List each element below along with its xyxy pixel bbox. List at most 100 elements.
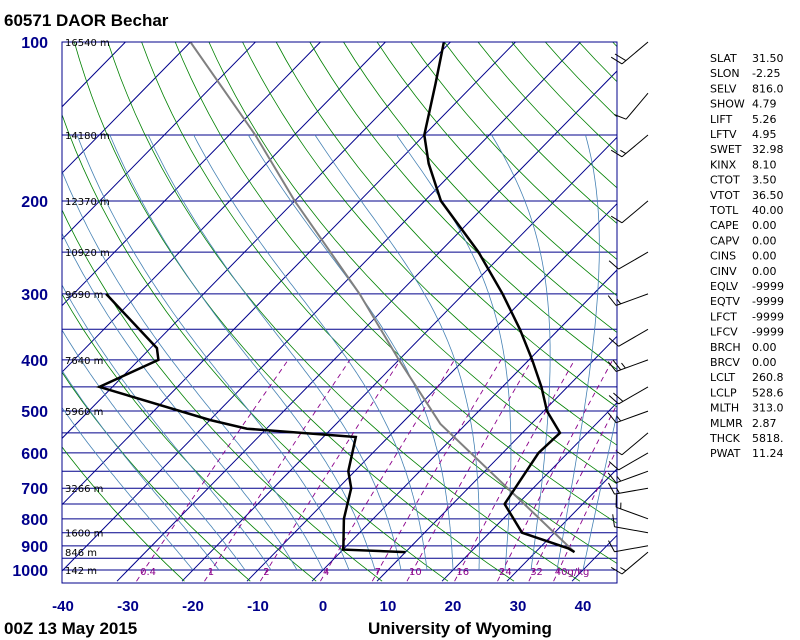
axis-labels: 0.4 1 2 4 7 10 16 24 32 40g/kg1002003004005006007…: [12, 35, 591, 615]
pressure-tick-label: 500: [21, 404, 48, 421]
isotherm: [62, 42, 516, 506]
wind-barb: [608, 540, 649, 553]
dry-adiabat: [477, 42, 617, 189]
height-label: 846 m: [65, 548, 97, 559]
mixing-ratio-line: [528, 403, 617, 582]
height-label: 10920 m: [65, 248, 110, 259]
mixing-ratio-line: [371, 359, 502, 582]
source-credit: University of Wyoming: [368, 619, 552, 638]
index-value: 11.24: [752, 447, 784, 460]
index-key: CAPE: [710, 219, 739, 232]
index-value: 0.00: [752, 219, 777, 232]
mixing-ratio-label: 4: [323, 567, 329, 578]
moist-adiabat: [62, 284, 272, 571]
index-value: -9999: [752, 310, 784, 323]
pressure-tick-label: 400: [21, 353, 48, 370]
moist-adiabat: [76, 134, 350, 571]
moist-adiabat: [62, 369, 220, 571]
mixing-ratio-label: 32: [530, 567, 543, 578]
dry-adiabat: [62, 446, 185, 582]
wind-barb: [615, 494, 649, 520]
index-value: 32.98: [752, 143, 784, 156]
wind-barb: [610, 134, 649, 158]
dry-adiabat: [410, 42, 617, 260]
isotherm: [62, 42, 256, 241]
wind-barb: [607, 293, 649, 306]
dry-adiabat: [62, 371, 251, 582]
wind-barb: [610, 551, 649, 575]
temperature-tick-label: -10: [247, 598, 269, 615]
height-label: 1600 m: [65, 529, 103, 540]
dry-adiabat: [107, 42, 581, 582]
sounding-curves: [95, 42, 576, 554]
wind-barb: [608, 328, 649, 347]
mixing-ratio-line: [497, 359, 614, 582]
index-key: PWAT: [710, 447, 741, 460]
index-key: CINS: [710, 250, 736, 263]
moist-adiabat: [109, 134, 376, 571]
moist-adiabat: [62, 232, 298, 571]
pressure-tick-label: 700: [21, 481, 48, 498]
moist-adiabat: [556, 134, 600, 571]
wind-barb: [608, 452, 649, 471]
index-key: MLTH: [710, 402, 739, 415]
parcel-path: [189, 42, 576, 553]
height-label: 12370 m: [65, 197, 110, 208]
moist-adiabat: [62, 406, 194, 571]
height-label: 142 m: [65, 566, 97, 577]
index-key: BRCH: [710, 341, 741, 354]
index-key: LFTV: [710, 128, 737, 141]
index-key: SLAT: [710, 52, 737, 65]
index-value: 31.50: [752, 52, 784, 65]
wind-barb: [607, 410, 649, 424]
index-value: 4.95: [752, 128, 777, 141]
index-value: 3.50: [752, 174, 777, 187]
index-value: -9999: [752, 280, 784, 293]
wind-barb: [610, 41, 649, 65]
index-value: 0.00: [752, 356, 777, 369]
index-value: 313.0: [752, 402, 784, 415]
index-value: 5.26: [752, 113, 777, 126]
moist-adiabat: [314, 134, 480, 570]
stability-indices: SLAT 31.50 SLON -2.25 SELV 816.0 SHOW 4.79 LIFT 5…: [709, 52, 784, 460]
moist-adiabat: [62, 170, 324, 571]
index-value: 40.00: [752, 204, 784, 217]
height-label: 5960 m: [65, 407, 103, 418]
index-value: 260.8: [752, 371, 784, 384]
pressure-tick-label: 900: [21, 539, 48, 556]
index-key: LFCV: [710, 326, 738, 339]
index-value: 4.79: [752, 98, 777, 111]
temperature-tick-label: -40: [52, 598, 74, 615]
mixing-ratio-label: 16: [456, 567, 469, 578]
dry-adiabat: [62, 208, 383, 582]
index-value: -9999: [752, 295, 784, 308]
isotherm: [62, 42, 451, 440]
height-label: 14180 m: [65, 131, 110, 142]
plot-frame: [61, 41, 618, 584]
index-key: BRCV: [710, 356, 740, 369]
dry-adiabat: [275, 42, 617, 408]
index-key: SWET: [710, 143, 742, 156]
temperature-tick-label: 20: [445, 598, 462, 615]
index-value: 0.00: [752, 265, 777, 278]
index-value: 0.00: [752, 250, 777, 263]
dry-adiabat: [73, 42, 515, 582]
wind-barb: [607, 359, 649, 372]
mixing-ratio-line: [454, 359, 575, 582]
index-key: THCK: [709, 432, 741, 445]
moist-adiabat: [396, 134, 512, 571]
index-value: 5818.: [752, 432, 784, 445]
isotherm: [506, 468, 617, 582]
dry-adiabat: [309, 42, 617, 371]
isotherm: [441, 401, 617, 582]
index-value: -9999: [752, 326, 784, 339]
mixing-ratio-line: [320, 359, 455, 582]
pressure-tick-label: 100: [21, 35, 48, 52]
index-key: LCLP: [710, 386, 737, 399]
index-value: 816.0: [752, 82, 784, 95]
height-label: 7640 m: [65, 356, 103, 367]
pressure-tick-label: 1000: [12, 563, 48, 580]
mixing-ratio-label: 40g/kg: [555, 567, 590, 578]
dry-adiabat: [174, 42, 617, 524]
